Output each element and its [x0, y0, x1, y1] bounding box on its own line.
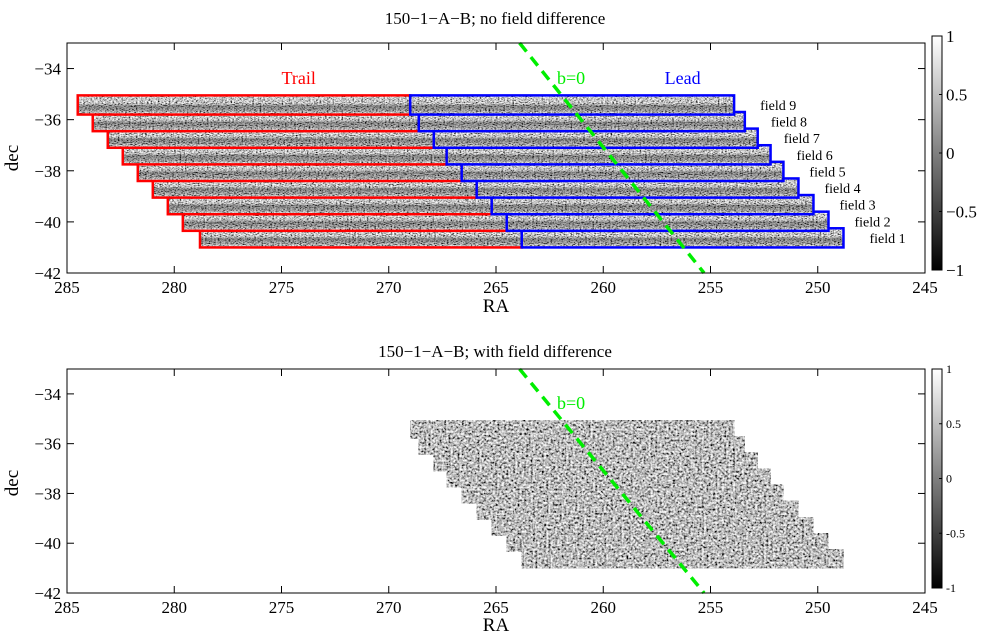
x-tick-label: 280: [162, 278, 188, 297]
axis-ticks: 285 280 275 270 265 260 255 250 245 −34 −36 −38 −40 −…: [34, 369, 938, 617]
colorbar-tick-label: 0: [946, 472, 952, 486]
annotations: Trail b=0 Lead: [281, 68, 700, 88]
x-tick-label: 245: [912, 278, 938, 297]
x-tick-label: 275: [269, 278, 295, 297]
galactic-plane-line: [518, 367, 706, 595]
lead-strip: [520, 227, 845, 249]
colorbar-tick-label: -1: [946, 581, 956, 595]
colorbar: 1 0.5 0 -0.5 -1: [931, 362, 965, 595]
colorbar-tick-label: 0: [946, 144, 955, 163]
field-label: field 3: [839, 199, 875, 214]
map-strip: [461, 484, 784, 504]
panel-top: 150−1−A−B; no field difference field 1 fi…: [2, 9, 977, 317]
x-tick-label: 270: [376, 278, 402, 297]
axis-ticks: 285 280 275 270 265 260 255 250 245 −34 −36 −38 −40 −…: [34, 43, 938, 297]
map-strip: [446, 468, 771, 488]
trail-strip: [136, 160, 463, 183]
field-label: field 9: [760, 99, 796, 114]
x-tick-label: 245: [912, 598, 938, 617]
x-axis-label: RA: [483, 296, 510, 317]
x-tick-label: 255: [698, 278, 724, 297]
colorbar: 1 0.5 0 −0.5 −1: [931, 27, 977, 280]
field-label: field 2: [854, 215, 890, 230]
field-label: field 6: [797, 149, 833, 164]
field-label: field 7: [784, 132, 820, 147]
x-tick-label: 280: [162, 598, 188, 617]
trail-strip: [198, 227, 523, 249]
galactic-plane-line: [518, 41, 706, 275]
colorbar-tick-label: −0.5: [946, 202, 977, 221]
lead-strip: [445, 143, 772, 166]
y-tick-label: −34: [34, 60, 61, 79]
y-tick-label: −36: [34, 435, 61, 454]
x-tick-label: 265: [483, 598, 509, 617]
map-strip: [433, 452, 758, 472]
lead-strip: [490, 193, 815, 216]
annotations: b=0: [557, 393, 585, 413]
galactic-plane-line: [518, 41, 706, 275]
map-strip: [491, 517, 814, 536]
chart-title: 150−1−A−B; with field difference: [378, 342, 612, 361]
field-label: field 1: [869, 232, 905, 247]
map-strips: [410, 420, 844, 569]
field-label: field 5: [809, 165, 845, 180]
colorbar-tick-label: 0.5: [946, 417, 961, 431]
annotation-label: Lead: [665, 68, 701, 88]
y-tick-label: −42: [34, 264, 61, 283]
x-tick-label: 275: [269, 598, 295, 617]
field-label: field 8: [771, 116, 807, 131]
x-tick-label: 285: [54, 598, 80, 617]
trail-strip: [151, 177, 478, 199]
colorbar-tick-label: 0.5: [946, 85, 967, 104]
colorbar-tick-label: 1: [946, 362, 952, 376]
map-strip: [410, 420, 735, 439]
x-tick-label: 285: [54, 278, 80, 297]
annotation-label: Trail: [281, 68, 315, 88]
colorbar-tick-label: 1: [946, 27, 955, 46]
field-label: field 4: [824, 182, 860, 197]
colorbar-tick-label: −1: [946, 261, 964, 280]
trail-strip: [91, 110, 421, 133]
annotation-label: b=0: [557, 393, 585, 413]
map-strip: [521, 549, 844, 569]
y-axis-label: dec: [2, 145, 23, 171]
y-tick-label: −40: [34, 534, 61, 553]
x-tick-label: 260: [591, 598, 617, 617]
x-axis-label: RA: [483, 615, 510, 636]
x-tick-label: 270: [376, 598, 402, 617]
lead-strip: [408, 94, 736, 116]
x-tick-label: 250: [805, 278, 831, 297]
y-tick-label: −40: [34, 213, 61, 232]
field-strips: [76, 94, 845, 249]
x-tick-label: 265: [483, 278, 509, 297]
map-strip: [506, 533, 829, 552]
x-tick-label: 250: [805, 598, 831, 617]
y-tick-label: −36: [34, 111, 61, 130]
colorbar-tick-label: -0.5: [946, 526, 965, 540]
panel-bottom: 150−1−A−B; with field difference b=0 285…: [2, 342, 965, 636]
trail-strip: [76, 94, 412, 116]
chart-title: 150−1−A−B; no field difference: [385, 9, 606, 28]
y-tick-label: −42: [34, 584, 61, 603]
galactic-plane-line: [518, 367, 706, 595]
y-tick-label: −34: [34, 385, 61, 404]
x-tick-label: 260: [591, 278, 617, 297]
x-tick-label: 255: [698, 598, 724, 617]
y-tick-label: −38: [34, 162, 61, 181]
y-axis-label: dec: [2, 470, 23, 496]
annotation-label: b=0: [557, 68, 585, 88]
y-tick-label: −38: [34, 484, 61, 503]
